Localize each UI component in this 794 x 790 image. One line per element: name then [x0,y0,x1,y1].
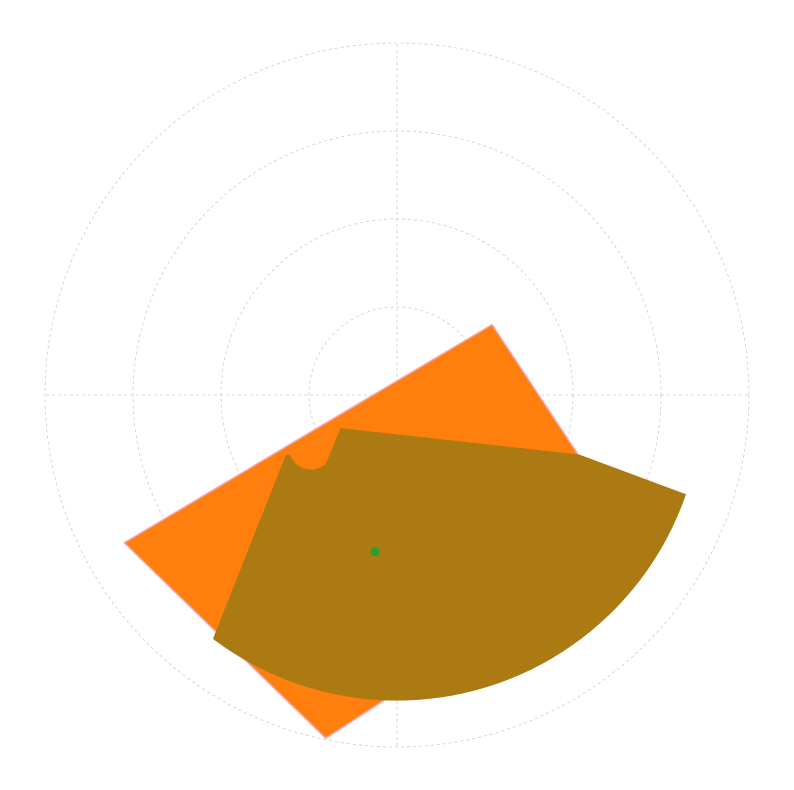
point-layer [370,547,380,557]
grid-ring-4 [44,42,750,748]
center-point [370,547,380,557]
region-layer [123,323,686,739]
region-inner [212,428,686,701]
